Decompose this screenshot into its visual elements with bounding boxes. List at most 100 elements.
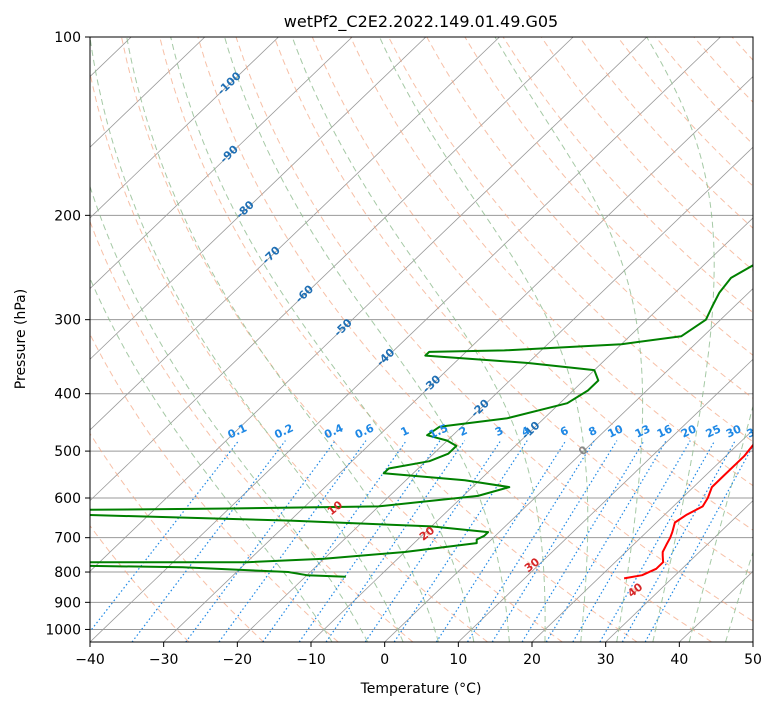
mixing-ratio-label: 3 [493, 424, 505, 439]
moist-adiabat-line [126, 37, 439, 642]
mixing-ratio-line [393, 440, 528, 642]
mixing-ratio-line [325, 440, 466, 642]
dry-adiabat-line [90, 70, 488, 642]
moist-adiabat-line [170, 37, 475, 642]
moist-adiabat-line [90, 184, 369, 642]
isotherm-line [384, 288, 753, 642]
y-tick-label: 400 [54, 387, 81, 403]
y-tick-label: 900 [54, 595, 81, 611]
y-tick-label: 800 [54, 565, 81, 581]
mixing-ratio-line [185, 440, 336, 642]
x-tick-label: −40 [75, 652, 105, 668]
mixing-ratio-line [262, 440, 407, 642]
isotherm-line [531, 429, 753, 642]
mixing-ratio-line [364, 440, 502, 642]
dry-adiabat-line [693, 37, 753, 103]
moist-adiabat-line [90, 277, 333, 642]
mixing-ratio-label: 0.6 [353, 421, 376, 441]
mixing-ratio-label: 30 [724, 422, 744, 440]
isotherm-line [90, 37, 500, 431]
mixing-ratio-line [644, 444, 753, 642]
dry-adiabat-line [159, 37, 638, 642]
isotherm-line [310, 217, 753, 642]
dry-adiabat-line [617, 37, 753, 187]
mixing-ratio-label: 1 [399, 424, 411, 439]
dry-adiabat-line [426, 37, 753, 399]
y-tick-label: 300 [54, 313, 81, 329]
mixing-ratio-label: 8 [587, 424, 599, 439]
mixing-ratio-line [466, 440, 595, 642]
dry-adiabat-line [388, 37, 753, 443]
y-tick-label: 200 [54, 208, 81, 224]
isotherm-line [605, 500, 753, 642]
y-tick-label: 1000 [45, 622, 81, 638]
mixing-ratio-line [521, 440, 645, 642]
y-axis-label: Pressure (hPa) [13, 289, 29, 389]
mixing-ratio-line [621, 440, 736, 642]
mixing-ratio-line [298, 440, 441, 642]
dry-adiabat-line [121, 37, 563, 642]
dry-adiabat-line [578, 37, 753, 229]
moist-adiabat-line [646, 37, 715, 642]
isotherm-line [752, 641, 753, 642]
mixing-ratio-label: 2 [457, 424, 469, 439]
mixing-ratio-label: 0.2 [272, 421, 295, 441]
y-tick-label: 700 [54, 531, 81, 547]
moist-adiabat-line [494, 37, 644, 642]
x-tick-label: 40 [670, 652, 688, 668]
moist-adiabat-line [725, 550, 753, 642]
moist-adiabat-line [379, 37, 589, 642]
dry-adiabat-line [350, 37, 753, 487]
mixing-ratio-label: 0.4 [322, 421, 345, 441]
isotherm-line [90, 37, 206, 148]
isotherm-line [90, 37, 721, 642]
mixing-ratio-label: 6 [558, 424, 571, 439]
isotherm-label: -100 [215, 69, 244, 98]
mixing-ratio-label: 0.1 [226, 421, 249, 441]
mixing-ratio-label: 1.5 [427, 421, 450, 441]
mixing-ratio-line [545, 440, 667, 642]
temperature-line [623, 443, 753, 580]
moist-adiabat-line [224, 37, 510, 642]
mixing-ratio-label: 20 [679, 422, 699, 440]
dry-adiabat-line [311, 37, 753, 531]
dry-adiabat-line [770, 37, 775, 642]
dry-adiabat-line [197, 37, 712, 642]
isotherm-line [90, 37, 353, 290]
mixing-ratio-line [218, 440, 367, 642]
x-tick-label: 10 [449, 652, 467, 668]
dry-adiabat-line [90, 220, 414, 642]
isotherm-line [458, 358, 753, 642]
x-axis-label: Temperature (°C) [360, 681, 482, 697]
y-tick-label: 500 [54, 444, 81, 460]
x-tick-label: 30 [597, 652, 615, 668]
x-tick-label: −20 [223, 652, 253, 668]
chart-title: wetPf2_C2E2.2022.149.01.49.G05 [284, 12, 558, 32]
y-tick-label: 100 [54, 30, 81, 46]
moist-adiabat-line [291, 37, 546, 642]
plot-frame [89, 36, 754, 643]
mixing-ratio-label: 25 [704, 422, 723, 440]
dry-adiabat-line [90, 333, 339, 642]
isotherm-line [90, 37, 279, 219]
background-lines [90, 37, 775, 642]
isotherm-line [90, 37, 574, 502]
mixing-ratio-line [599, 440, 716, 642]
isotherm-line [237, 146, 753, 642]
x-tick-label: 50 [744, 652, 762, 668]
axes: −40 −30 −20 −10 0 10 20 30 40 5010020030040050060… [45, 30, 762, 668]
sounding-series [90, 264, 753, 580]
mixing-ratio-line [90, 440, 240, 633]
isotherm-line [90, 37, 427, 360]
dry-adiabat-line [90, 432, 264, 642]
x-tick-label: 0 [380, 652, 389, 668]
dewpoint-line [90, 264, 753, 578]
mixing-ratio-label: 16 [655, 422, 675, 440]
x-tick-label: −10 [296, 652, 326, 668]
x-tick-label: −30 [149, 652, 179, 668]
y-tick-label: 600 [54, 491, 81, 507]
mixing-ratio-line [572, 440, 691, 642]
x-tick-label: 20 [523, 652, 541, 668]
mixing-ratio-line [131, 440, 286, 642]
